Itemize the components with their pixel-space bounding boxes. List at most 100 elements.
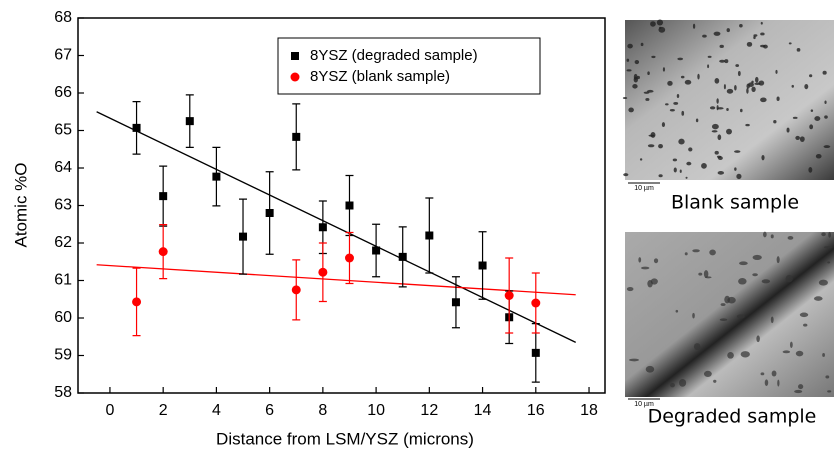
pore xyxy=(709,106,716,110)
scale-label: 10 µm xyxy=(634,185,654,192)
pore xyxy=(693,343,701,351)
pore xyxy=(777,379,780,387)
pore xyxy=(809,74,813,78)
pore xyxy=(695,118,699,123)
pore xyxy=(677,57,684,61)
pore xyxy=(661,122,666,128)
pore xyxy=(773,119,777,124)
point xyxy=(212,172,221,181)
x-tick-label: 8 xyxy=(318,402,327,419)
pore xyxy=(726,88,734,94)
pore xyxy=(643,91,650,94)
legend-box xyxy=(277,37,541,95)
y-tick-label: 66 xyxy=(54,84,72,101)
pore xyxy=(755,76,759,83)
point xyxy=(478,261,487,270)
pore xyxy=(760,44,766,48)
y-tick-label: 64 xyxy=(54,159,72,176)
pore xyxy=(792,116,798,119)
trend-line xyxy=(96,111,577,343)
pore xyxy=(775,69,778,74)
pore xyxy=(760,372,765,376)
pore xyxy=(669,108,675,112)
point xyxy=(265,209,274,217)
pore xyxy=(752,273,758,277)
pore xyxy=(824,115,828,119)
pore xyxy=(707,64,710,69)
pore xyxy=(739,24,743,28)
y-tick-label: 58 xyxy=(54,384,72,401)
pore xyxy=(726,28,730,33)
pore xyxy=(717,171,725,175)
point xyxy=(531,348,540,357)
pore xyxy=(685,176,688,179)
pore xyxy=(658,143,663,149)
pore xyxy=(796,47,801,52)
pore xyxy=(645,365,655,373)
x-tick-label: 4 xyxy=(212,402,221,419)
point xyxy=(185,117,194,126)
pore xyxy=(692,249,700,253)
point xyxy=(132,123,141,132)
pore xyxy=(745,123,750,127)
legend-label: 8YSZ (blank sample) xyxy=(310,68,450,85)
pore xyxy=(756,335,760,343)
pore xyxy=(754,82,761,86)
pore xyxy=(827,261,831,264)
pore xyxy=(653,258,659,264)
pore xyxy=(692,23,696,29)
pore xyxy=(692,312,695,319)
pore xyxy=(791,84,794,88)
y-tick-label: 67 xyxy=(54,47,72,64)
x-tick-label: 6 xyxy=(265,402,274,419)
pore xyxy=(684,252,688,256)
pore xyxy=(799,312,809,318)
pore xyxy=(720,303,726,306)
pore xyxy=(760,97,767,103)
pore xyxy=(776,256,780,264)
pore xyxy=(828,231,831,238)
point xyxy=(159,192,168,201)
pore xyxy=(676,93,680,98)
y-tick-label: 60 xyxy=(54,309,72,326)
pore xyxy=(716,105,719,111)
pore xyxy=(808,166,813,173)
pore xyxy=(795,350,804,357)
pore xyxy=(703,370,712,378)
pore xyxy=(717,134,722,141)
pore xyxy=(622,96,628,100)
pore xyxy=(713,31,721,36)
pore xyxy=(776,96,780,102)
pore xyxy=(724,295,731,304)
legend-label: 8YSZ (degraded sample) xyxy=(310,47,478,64)
pore xyxy=(787,236,794,240)
pore xyxy=(626,69,632,72)
pore xyxy=(673,167,677,173)
pore xyxy=(751,86,756,93)
pore xyxy=(822,353,825,357)
x-tick-label: 0 xyxy=(105,402,114,419)
pore xyxy=(658,174,663,178)
pore xyxy=(667,80,673,86)
point xyxy=(344,253,354,263)
pore xyxy=(647,71,650,76)
pore xyxy=(662,67,666,72)
pore xyxy=(670,382,675,388)
pore xyxy=(789,341,793,348)
pore xyxy=(794,389,803,394)
pore xyxy=(736,314,745,319)
pore xyxy=(804,84,809,90)
pore xyxy=(760,21,763,25)
pore xyxy=(738,278,747,285)
pore xyxy=(634,59,640,65)
pore xyxy=(798,384,804,390)
pore xyxy=(827,390,832,393)
image-caption: Blank sample xyxy=(671,192,799,214)
pore xyxy=(734,150,741,153)
pore xyxy=(714,150,719,155)
pore xyxy=(679,378,687,387)
pore xyxy=(678,138,685,145)
pore xyxy=(650,278,658,285)
pore xyxy=(739,261,748,266)
